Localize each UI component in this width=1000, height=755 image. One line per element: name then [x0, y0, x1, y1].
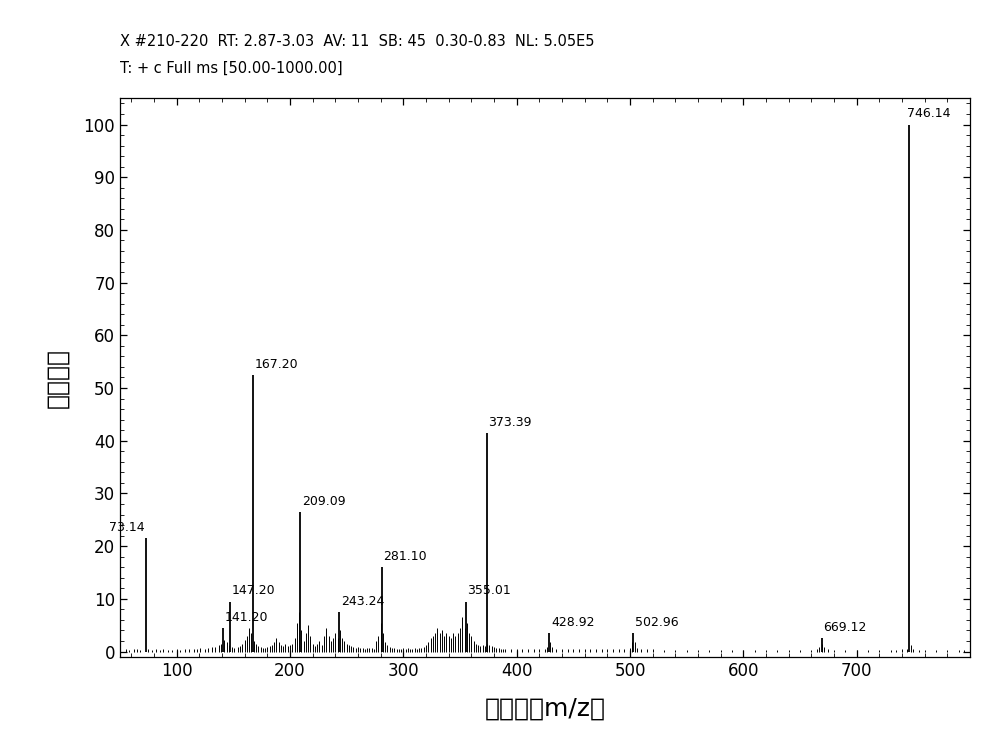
Text: 669.12: 669.12	[823, 621, 867, 634]
Text: 209.09: 209.09	[302, 495, 346, 507]
Text: 502.96: 502.96	[635, 616, 679, 629]
Text: 355.01: 355.01	[467, 584, 511, 597]
Text: 167.20: 167.20	[255, 358, 298, 371]
Y-axis label: 相对丰度: 相对丰度	[46, 347, 70, 408]
Text: 147.20: 147.20	[232, 584, 275, 597]
Text: 243.24: 243.24	[341, 595, 384, 608]
Text: 746.14: 746.14	[907, 107, 950, 120]
Text: X #210-220  RT: 2.87-3.03  AV: 11  SB: 45  0.30-0.83  NL: 5.05E5: X #210-220 RT: 2.87-3.03 AV: 11 SB: 45 0…	[120, 34, 594, 49]
X-axis label: 质核比（m/z）: 质核比（m/z）	[484, 696, 606, 720]
Text: 141.20: 141.20	[225, 611, 269, 624]
Text: 281.10: 281.10	[384, 550, 427, 563]
Text: 73.14: 73.14	[109, 521, 145, 534]
Text: 373.39: 373.39	[488, 415, 532, 429]
Text: T: + c Full ms [50.00-1000.00]: T: + c Full ms [50.00-1000.00]	[120, 60, 343, 76]
Text: 428.92: 428.92	[551, 616, 595, 629]
